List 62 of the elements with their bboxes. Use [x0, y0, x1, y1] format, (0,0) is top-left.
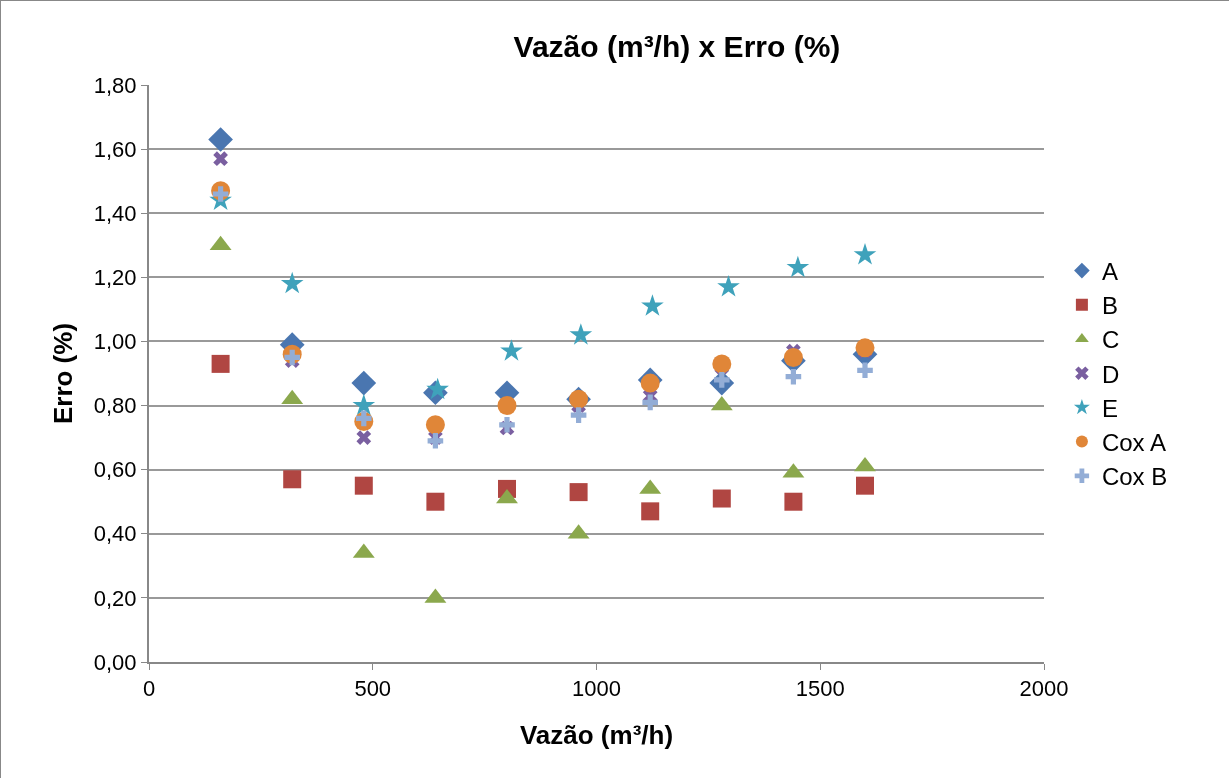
y-tick-label: 1,40: [93, 200, 137, 226]
x-tick-label: 1500: [795, 676, 845, 702]
point: [426, 492, 445, 511]
legend-label: Cox A: [1101, 428, 1166, 456]
point: [497, 396, 517, 416]
point: [356, 410, 372, 427]
point: [212, 186, 229, 202]
point: [427, 433, 444, 449]
legend-label: E: [1101, 394, 1118, 422]
point: [351, 370, 377, 396]
legend-label: A: [1101, 257, 1118, 285]
point: [284, 349, 300, 366]
y-tick-label: 1,60: [93, 136, 137, 162]
x-tick-label: 0: [142, 676, 156, 702]
point: [280, 271, 304, 294]
point: [712, 354, 732, 374]
point: [712, 489, 731, 508]
point: [426, 377, 449, 400]
chart-title: Vazão (m³/h) x Erro (%): [513, 30, 841, 64]
legend-label: C: [1101, 326, 1120, 354]
y-tick-label: 0,20: [93, 585, 137, 611]
point: [352, 393, 376, 416]
point: [354, 476, 373, 495]
point: [213, 151, 228, 167]
point: [641, 294, 664, 316]
point: [856, 476, 874, 495]
point: [356, 430, 372, 445]
point: [642, 394, 658, 411]
y-tick-label: 0,60: [93, 457, 137, 483]
point: [783, 347, 803, 367]
x-tick-label: 500: [354, 676, 392, 702]
point: [283, 470, 302, 489]
y-tick-label: 0,00: [93, 649, 137, 675]
point: [211, 354, 230, 373]
x-tick-label: 1000: [572, 676, 621, 702]
point: [640, 373, 660, 393]
x-axis-title: Vazão (m³/h): [519, 719, 674, 750]
y-tick-label: 1,20: [93, 265, 137, 291]
point: [499, 416, 515, 433]
point: [853, 242, 877, 265]
point: [641, 502, 660, 521]
point: [570, 407, 587, 423]
x-tick-label: 2000: [1019, 676, 1069, 702]
y-tick-label: 1,00: [93, 329, 137, 355]
y-tick-label: 0,80: [93, 393, 137, 419]
point: [500, 339, 523, 361]
y-axis-title: Erro (%): [47, 322, 78, 425]
point: [569, 323, 593, 345]
legend-label: Cox B: [1101, 463, 1168, 491]
point: [855, 338, 875, 358]
point: [784, 492, 803, 511]
point: [425, 415, 445, 435]
point: [786, 255, 810, 278]
point: [785, 368, 802, 385]
y-tick-label: 1,80: [93, 72, 137, 98]
legend-label: D: [1101, 360, 1120, 388]
legend-label: B: [1101, 292, 1118, 320]
y-tick-label: 0,40: [93, 521, 137, 547]
point: [717, 275, 740, 297]
point: [569, 483, 588, 502]
point: [208, 127, 233, 152]
point: [857, 362, 873, 379]
